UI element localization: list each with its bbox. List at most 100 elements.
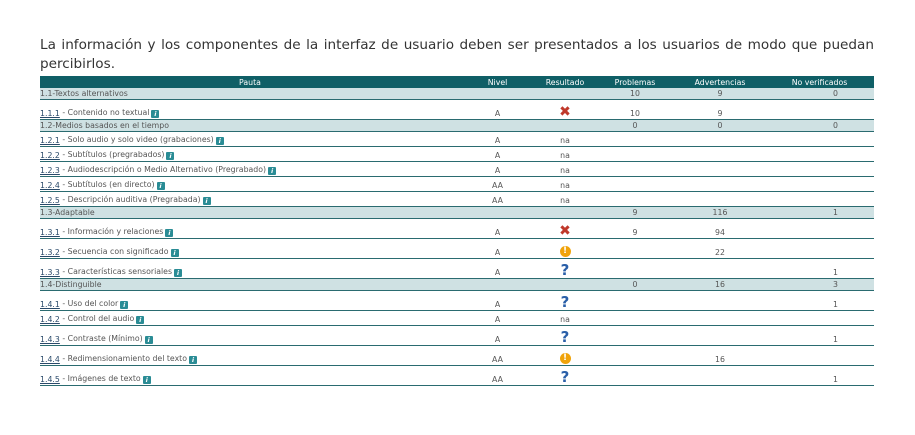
group-problemas: 0 bbox=[595, 119, 675, 132]
info-icon[interactable]: i bbox=[165, 229, 174, 237]
question-icon: ? bbox=[560, 293, 570, 311]
criterion-link[interactable]: 1.2.3 bbox=[40, 166, 60, 175]
question-icon: ? bbox=[560, 368, 570, 386]
criterion-link[interactable]: 1.4.4 bbox=[40, 355, 60, 364]
criterion-link[interactable]: 1.3.2 bbox=[40, 248, 60, 257]
group-nivel bbox=[460, 88, 535, 100]
group-problemas: 10 bbox=[595, 88, 675, 100]
info-icon[interactable]: i bbox=[189, 356, 198, 364]
advertencias-cell: 16 bbox=[675, 345, 765, 366]
info-icon[interactable]: i bbox=[156, 182, 165, 190]
criterion-link[interactable]: 1.3.3 bbox=[40, 268, 60, 277]
pauta-cell: 1.4.2 - Control del audio i bbox=[40, 310, 460, 326]
advertencias-cell bbox=[675, 131, 765, 147]
criterion-link[interactable]: 1.2.5 bbox=[40, 196, 60, 205]
no-verificados-cell bbox=[765, 176, 874, 192]
table-row: 1.1.1 - Contenido no textual i A ✖ 10 9 bbox=[40, 99, 874, 120]
pauta-cell: 1.3.3 - Características sensoriales i bbox=[40, 258, 460, 279]
problemas-cell bbox=[595, 325, 675, 346]
problemas-cell bbox=[595, 258, 675, 279]
criterion-label: Subtítulos (pregrabados) bbox=[67, 150, 165, 159]
criterion-label: Redimensionamiento del texto bbox=[67, 354, 188, 363]
criterion-link[interactable]: 1.4.2 bbox=[40, 315, 60, 324]
advertencias-cell bbox=[675, 191, 765, 207]
nivel-cell: AA bbox=[460, 191, 535, 207]
resultado-cell: na bbox=[535, 131, 595, 147]
criterion-label: Uso del color bbox=[67, 299, 119, 308]
no-verificados-cell: 1 bbox=[765, 258, 874, 279]
nivel-cell: A bbox=[460, 325, 535, 346]
group-no-verificados: 1 bbox=[765, 206, 874, 219]
criterion-label: Contenido no textual bbox=[67, 108, 150, 117]
criterion-label: Contraste (Mínimo) bbox=[67, 334, 143, 343]
criterion-label: Características sensoriales bbox=[67, 267, 173, 276]
pauta-cell: 1.2.3 - Audiodescripción o Medio Alterna… bbox=[40, 161, 460, 177]
pauta-cell: 1.4.1 - Uso del color i bbox=[40, 290, 460, 311]
group-row: 1.3-Adaptable 9 116 1 bbox=[40, 206, 874, 219]
group-title: 1.1-Textos alternativos bbox=[40, 88, 460, 100]
criterion-link[interactable]: 1.1.1 bbox=[40, 109, 60, 118]
group-resultado bbox=[535, 206, 595, 219]
criterion-link[interactable]: 1.3.1 bbox=[40, 228, 60, 237]
nivel-cell: A bbox=[460, 131, 535, 147]
resultado-cell: ? bbox=[535, 258, 595, 279]
criterion-link[interactable]: 1.2.4 bbox=[40, 181, 60, 190]
criterion-link[interactable]: 1.2.2 bbox=[40, 151, 60, 160]
problemas-cell bbox=[595, 191, 675, 207]
nivel-cell: A bbox=[460, 238, 535, 259]
group-advertencias: 116 bbox=[675, 206, 765, 219]
criterion-label: Audiodescripción o Medio Alternativo (Pr… bbox=[67, 165, 267, 174]
result-na: na bbox=[560, 196, 570, 205]
problemas-cell bbox=[595, 290, 675, 311]
group-no-verificados: 0 bbox=[765, 88, 874, 100]
table-row: 1.2.1 - Solo audio y solo video (grabaci… bbox=[40, 131, 874, 147]
info-icon[interactable]: i bbox=[151, 110, 160, 118]
advertencias-cell bbox=[675, 176, 765, 192]
info-icon[interactable]: i bbox=[144, 336, 153, 344]
criterion-separator: - bbox=[59, 374, 68, 383]
advertencias-cell: 22 bbox=[675, 238, 765, 259]
group-advertencias: 0 bbox=[675, 119, 765, 132]
pauta-cell: 1.4.3 - Contraste (Mínimo) i bbox=[40, 325, 460, 346]
nivel-cell: A bbox=[460, 218, 535, 239]
info-icon[interactable]: i bbox=[170, 249, 179, 257]
criterion-label: Subtítulos (en directo) bbox=[67, 180, 155, 189]
criterion-link[interactable]: 1.4.3 bbox=[40, 335, 60, 344]
info-icon[interactable]: i bbox=[202, 197, 211, 205]
question-icon: ? bbox=[560, 261, 570, 279]
info-icon[interactable]: i bbox=[142, 376, 151, 384]
table-row: 1.2.5 - Descripción auditiva (Pregrabada… bbox=[40, 191, 874, 207]
resultado-cell: na bbox=[535, 310, 595, 326]
criterion-link[interactable]: 1.4.1 bbox=[40, 300, 60, 309]
group-nivel bbox=[460, 119, 535, 132]
problemas-cell bbox=[595, 161, 675, 177]
result-na: na bbox=[560, 151, 570, 160]
criterion-link[interactable]: 1.2.1 bbox=[40, 136, 60, 145]
fail-cross-icon: ✖ bbox=[559, 104, 571, 120]
pauta-cell: 1.4.4 - Redimensionamiento del texto i bbox=[40, 345, 460, 366]
header-advertencias: Advertencias bbox=[675, 76, 765, 88]
info-icon[interactable]: i bbox=[174, 269, 183, 277]
info-icon[interactable]: i bbox=[268, 167, 277, 175]
question-icon: ? bbox=[560, 328, 570, 346]
criterion-separator: - bbox=[59, 354, 68, 363]
nivel-cell: AA bbox=[460, 176, 535, 192]
no-verificados-cell bbox=[765, 218, 874, 239]
group-problemas: 0 bbox=[595, 278, 675, 291]
criterion-link[interactable]: 1.4.5 bbox=[40, 375, 60, 384]
nivel-cell: A bbox=[460, 161, 535, 177]
info-icon[interactable]: i bbox=[136, 316, 145, 324]
criterion-label: Información y relaciones bbox=[67, 227, 164, 236]
warning-icon: ! bbox=[559, 353, 571, 364]
pauta-cell: 1.3.2 - Secuencia con significado i bbox=[40, 238, 460, 259]
info-icon[interactable]: i bbox=[120, 301, 129, 309]
info-icon[interactable]: i bbox=[166, 152, 175, 160]
criterion-label: Solo audio y solo video (grabaciones) bbox=[67, 135, 214, 144]
advertencias-cell bbox=[675, 146, 765, 162]
resultado-cell: na bbox=[535, 176, 595, 192]
no-verificados-cell bbox=[765, 99, 874, 120]
advertencias-cell bbox=[675, 161, 765, 177]
problemas-cell: 10 bbox=[595, 99, 675, 120]
info-icon[interactable]: i bbox=[215, 137, 224, 145]
